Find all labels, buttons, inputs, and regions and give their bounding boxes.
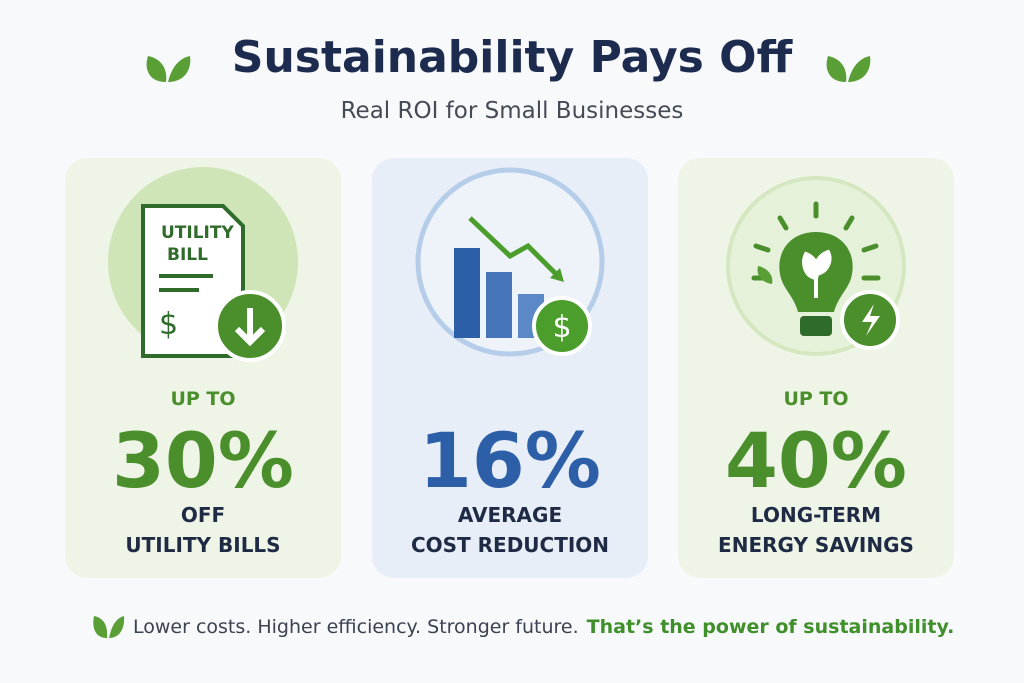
chart-icon: $ [415, 167, 605, 357]
title: Sustainability Pays Off [231, 32, 793, 83]
card: UTILITY BILL $ UP TO 30% OFF UTILITY BIL… [65, 158, 341, 578]
prefix: UP TO [783, 388, 849, 410]
icon-text: UTILITY [161, 223, 234, 243]
card: UP TO 40% LONG-TERM ENERGY SAVINGS [678, 158, 954, 578]
prefix: UP TO [170, 388, 236, 410]
footer: Lower costs. Higher efficiency. Stronger… [133, 616, 954, 638]
footer-highlight: That’s the power of sustainability. [586, 616, 955, 638]
bill-icon: UTILITY BILL $ [108, 167, 298, 362]
stat-label: OFF [180, 503, 226, 527]
stat-value: 16% [419, 416, 601, 505]
icon-text: $ [159, 307, 178, 342]
leaf-icon [826, 56, 871, 82]
icon-text: $ [552, 310, 571, 345]
stat-label: AVERAGE [457, 503, 563, 527]
stat-label: LONG-TERM [750, 503, 882, 527]
card: $ 16% AVERAGE COST REDUCTION [372, 158, 648, 578]
stat-label: UTILITY BILLS [125, 533, 281, 557]
stat-label: COST REDUCTION [410, 533, 610, 557]
footer-text: Lower costs. Higher efficiency. Stronger… [133, 616, 579, 638]
icon-text: BILL [167, 245, 208, 265]
stat-value: 40% [725, 416, 907, 505]
leaf-icon [93, 616, 125, 638]
subtitle: Real ROI for Small Businesses [340, 98, 684, 124]
stat-value: 30% [112, 416, 294, 505]
bulb-icon [726, 176, 906, 356]
stat-label: ENERGY SAVINGS [718, 533, 914, 557]
leaf-icon [146, 56, 191, 82]
